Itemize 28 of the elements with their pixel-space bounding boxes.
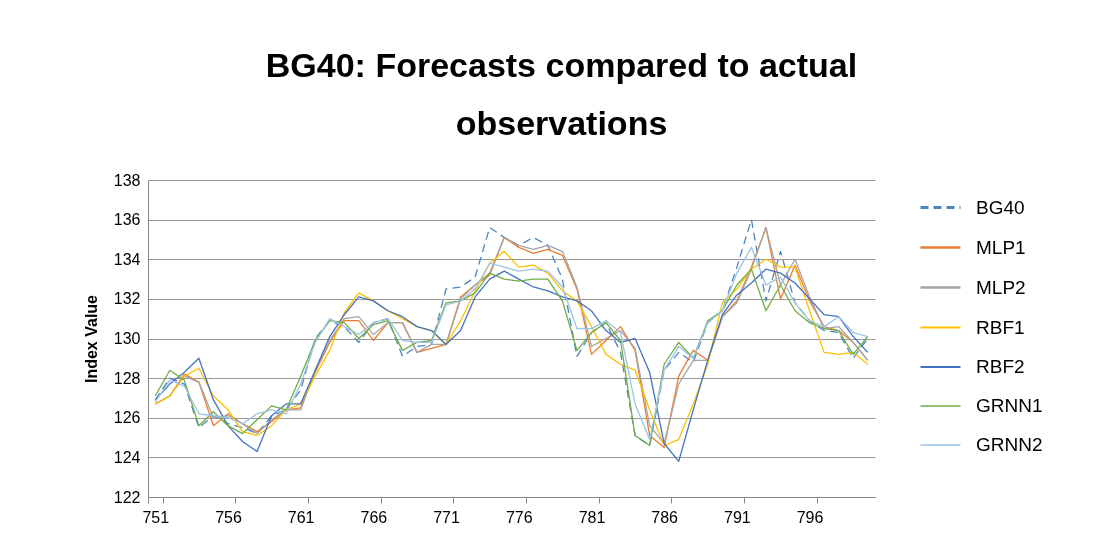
x-tick-label: 756 bbox=[215, 508, 242, 526]
y-tick-label: 132 bbox=[113, 290, 141, 308]
y-axis-title: Index Value bbox=[82, 294, 100, 384]
legend-label: RBF1 bbox=[976, 316, 1025, 338]
x-tick-label: 761 bbox=[287, 508, 315, 526]
x-tick-label: 796 bbox=[796, 508, 824, 526]
x-tick-label: 771 bbox=[433, 508, 461, 526]
x-tick-label: 786 bbox=[651, 508, 679, 526]
y-tick-label: 134 bbox=[113, 250, 141, 268]
legend-label: MLP2 bbox=[976, 276, 1026, 298]
x-tick-label: 766 bbox=[360, 508, 388, 526]
x-tick-label: 751 bbox=[142, 508, 170, 526]
legend-label: BG40 bbox=[976, 196, 1025, 218]
legend-label: GRNN1 bbox=[976, 395, 1043, 416]
y-tick-label: 130 bbox=[113, 330, 141, 347]
legend-label: GRNN2 bbox=[976, 434, 1043, 455]
x-tick-label: 781 bbox=[578, 508, 606, 526]
y-tick-label: 128 bbox=[113, 369, 141, 387]
y-tick-label: 126 bbox=[113, 409, 141, 427]
legend-label: MLP1 bbox=[976, 236, 1026, 258]
y-tick-label: 136 bbox=[113, 211, 141, 229]
x-tick-label: 791 bbox=[724, 508, 751, 526]
x-tick-label: 776 bbox=[505, 508, 533, 526]
y-tick-label: 138 bbox=[113, 171, 141, 189]
chart-title: BG40: Forecasts compared to actual observations bbox=[265, 46, 858, 142]
legend-label: RBF2 bbox=[976, 356, 1025, 377]
y-tick-label: 124 bbox=[113, 448, 141, 466]
y-tick-label: 122 bbox=[113, 488, 141, 506]
